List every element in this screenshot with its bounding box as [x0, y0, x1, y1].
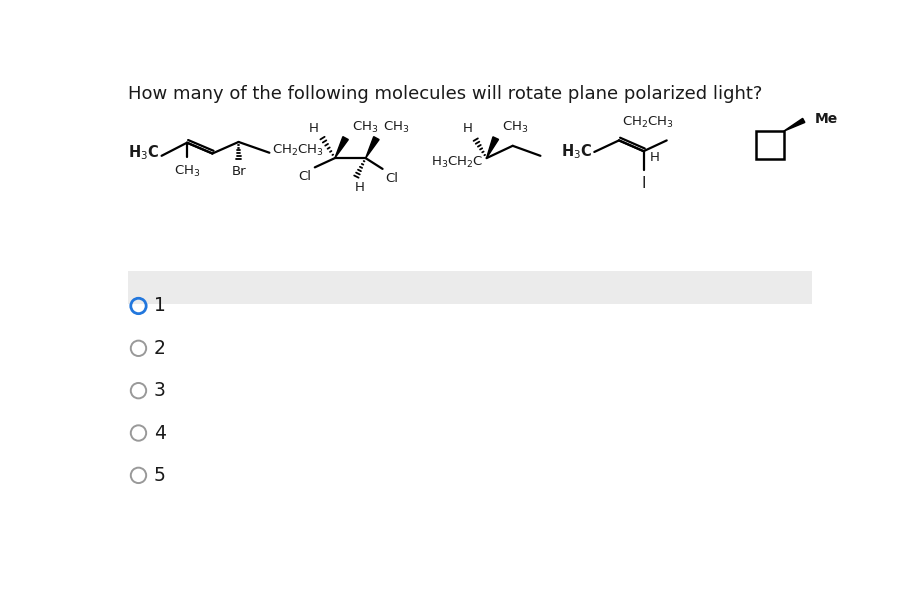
Text: Cl: Cl [386, 172, 399, 185]
Text: 4: 4 [154, 423, 166, 443]
Text: H$_3$C: H$_3$C [128, 143, 160, 162]
Polygon shape [784, 119, 805, 131]
Text: CH$_2$CH$_3$: CH$_2$CH$_3$ [622, 114, 674, 129]
Text: 3: 3 [154, 381, 166, 400]
Text: CH$_3$: CH$_3$ [173, 164, 200, 179]
Text: H: H [463, 122, 472, 135]
Text: Br: Br [232, 165, 247, 178]
Text: Me: Me [814, 112, 838, 126]
Text: CH$_3$: CH$_3$ [382, 120, 409, 135]
Bar [756, 131, 784, 159]
Polygon shape [366, 137, 379, 158]
Text: 1: 1 [154, 297, 166, 316]
Text: CH$_3$: CH$_3$ [352, 120, 378, 135]
Text: How many of the following molecules will rotate plane polarized light?: How many of the following molecules will… [127, 85, 762, 103]
Polygon shape [487, 137, 499, 158]
Bar [127, 271, 812, 304]
Polygon shape [335, 137, 348, 158]
Text: Cl: Cl [299, 171, 312, 183]
Text: H: H [309, 122, 319, 135]
Text: CH$_3$: CH$_3$ [502, 120, 528, 135]
Text: H: H [650, 151, 659, 164]
Text: CH$_2$CH$_3$: CH$_2$CH$_3$ [272, 143, 325, 158]
Text: H$_3$C: H$_3$C [561, 143, 592, 161]
Text: H$_3$CH$_2$C: H$_3$CH$_2$C [431, 155, 483, 170]
Text: H: H [355, 181, 365, 194]
Text: 5: 5 [154, 466, 166, 485]
Text: I: I [641, 176, 646, 191]
Text: 2: 2 [154, 339, 166, 358]
